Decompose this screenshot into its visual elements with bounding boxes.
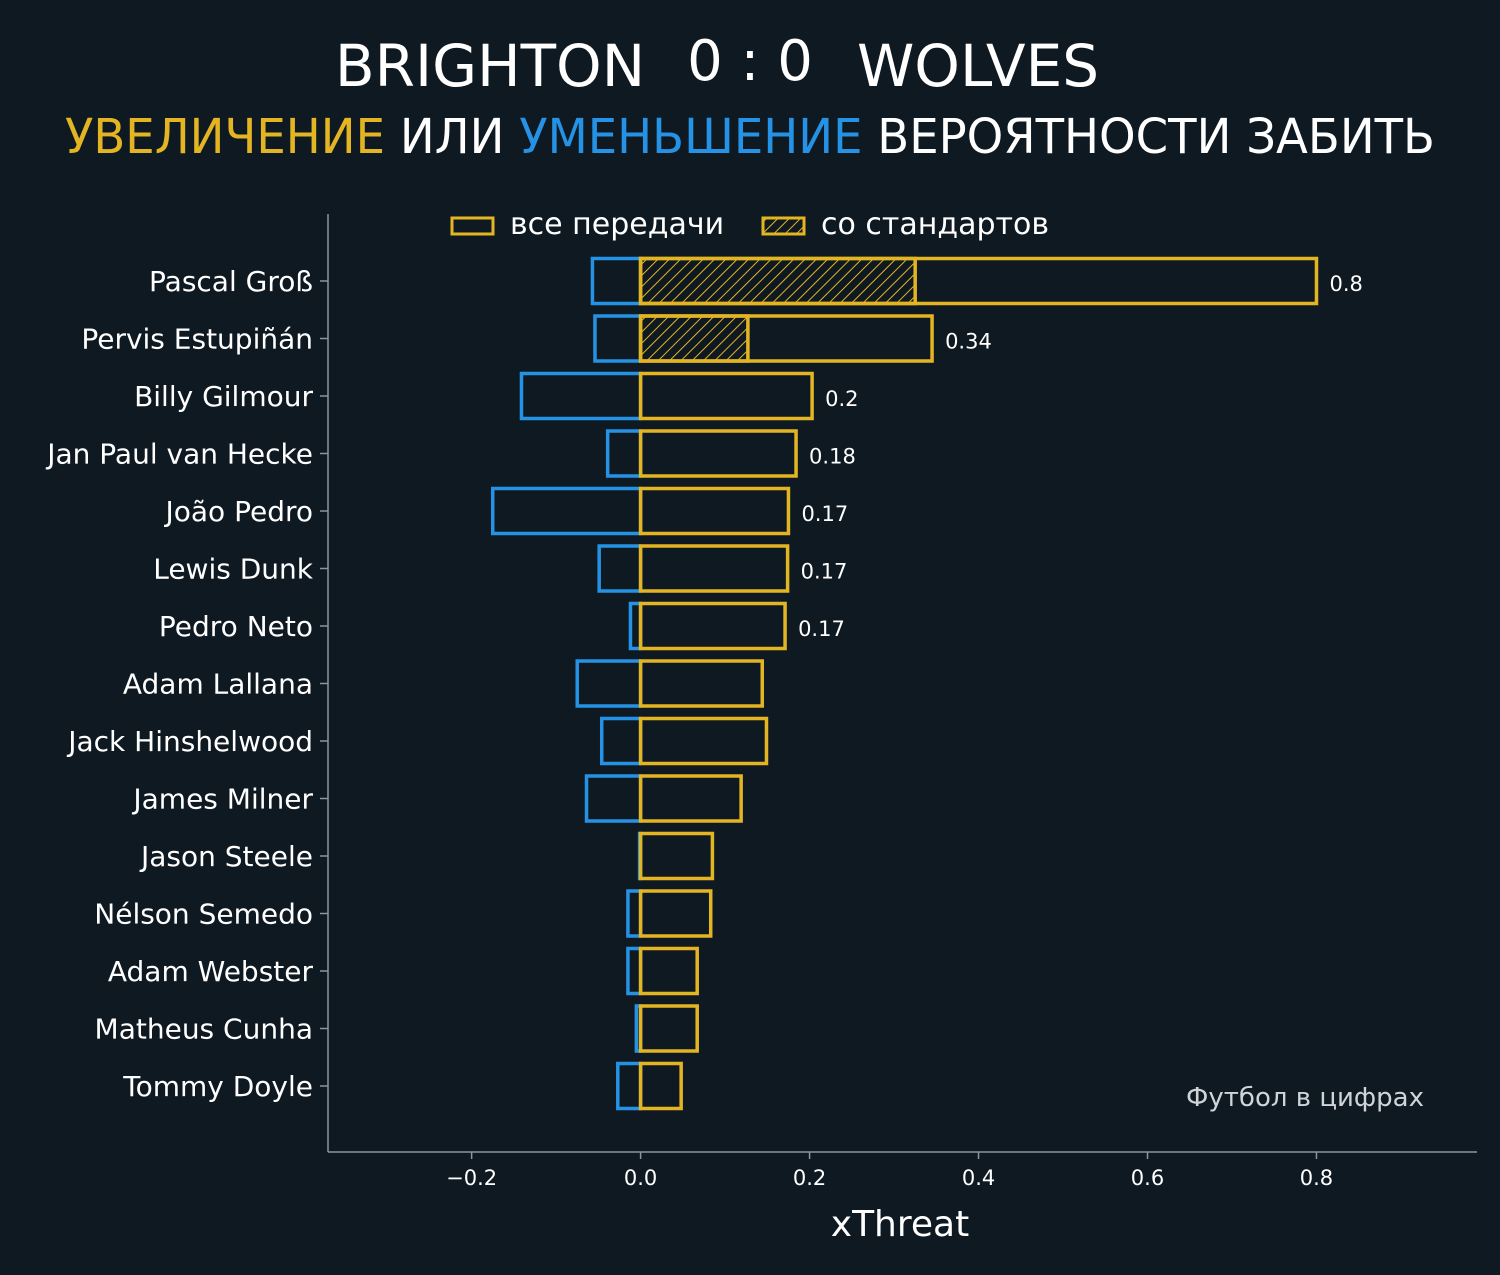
y-tick-label: Adam Webster: [108, 955, 314, 988]
y-tick-label: Nélson Semedo: [94, 898, 313, 931]
data-label: 0.17: [798, 617, 845, 641]
legend-set-pieces-swatch: [761, 216, 806, 236]
bar-positive: [638, 831, 715, 881]
bar-negative: [593, 314, 643, 363]
bar-positive: [638, 256, 1319, 306]
bar-positive: [638, 1061, 683, 1111]
subtitle-increase: УВЕЛИЧЕНИЕ: [65, 109, 385, 165]
bar-negative: [584, 774, 643, 823]
bar-positive: [638, 716, 769, 766]
y-tick-label: Pervis Estupiñán: [81, 323, 313, 356]
y-tick-labels: Pascal Groß Pervis Estupiñán Billy Gilmour…: [45, 265, 328, 1103]
y-tick-label: Jack Hinshelwood: [66, 725, 313, 758]
bar-negative: [599, 716, 643, 766]
score: 0 : 0: [687, 29, 813, 94]
bar-negative: [490, 486, 643, 536]
data-label: 0.8: [1329, 272, 1362, 296]
y-tick-label: Adam Lallana: [123, 668, 313, 701]
bar-negative: [597, 544, 643, 593]
x-tick-label: 0.6: [1131, 1166, 1164, 1190]
data-label: 0.2: [825, 387, 858, 411]
y-tick-label: Tommy Doyle: [122, 1070, 313, 1103]
data-label: 0.17: [801, 560, 848, 584]
legend-all-passes: все передачи: [510, 207, 724, 242]
y-tick-label: Jan Paul van Hecke: [45, 438, 313, 471]
legend-all-passes-swatch: [450, 216, 495, 236]
bar-positive: [638, 429, 798, 478]
bar-positive: [638, 486, 791, 536]
x-tick-label: −0.2: [446, 1166, 497, 1190]
bar-positive: [638, 1004, 699, 1053]
away-team: WOLVES: [857, 32, 1099, 100]
x-tick-label: 0.2: [793, 1166, 826, 1190]
bar-positive: [638, 659, 765, 708]
y-tick-label: João Pedro: [164, 495, 314, 528]
bar-positive: [638, 774, 743, 823]
x-tick-labels: −0.2 0.0 0.2 0.4 0.6 0.8: [446, 1152, 1333, 1190]
legend-set-pieces: со стандартов: [821, 207, 1049, 242]
data-label: 0.17: [801, 502, 848, 526]
bar-positive: [638, 601, 787, 651]
bar-negative: [626, 946, 643, 996]
bar-positive: [638, 371, 814, 421]
bar-positive: [638, 314, 934, 363]
watermark: Футбол в цифрах: [1186, 1083, 1424, 1113]
x-tick-label: 0.8: [1300, 1166, 1333, 1190]
x-tick-label: 0.0: [624, 1166, 657, 1190]
bars-group: [490, 256, 1319, 1111]
y-tick-label: Lewis Dunk: [153, 553, 314, 586]
x-tick-label: 0.4: [962, 1166, 995, 1190]
bar-negative: [575, 659, 643, 708]
y-tick-label: Pascal Groß: [149, 265, 313, 298]
y-tick-label: Matheus Cunha: [95, 1013, 313, 1046]
bar-positive: [638, 889, 713, 938]
bar-set-pieces: [638, 314, 750, 363]
subtitle-decrease: УМЕНЬШЕНИЕ: [519, 109, 862, 165]
subtitle: УВЕЛИЧЕНИЕ ИЛИ УМЕНЬШЕНИЕ ВЕРОЯТНОСТИ ЗА…: [65, 109, 1435, 165]
bar-positive: [638, 544, 790, 593]
bar-negative: [519, 371, 643, 421]
y-tick-label: Billy Gilmour: [134, 380, 313, 413]
x-axis-label: xThreat: [831, 1204, 969, 1245]
y-tick-label: Jason Steele: [139, 840, 313, 873]
y-tick-label: James Milner: [131, 783, 313, 816]
bar-set-pieces: [638, 256, 917, 306]
data-label: 0.34: [945, 330, 992, 354]
bar-positive: [638, 946, 699, 996]
data-label: 0.18: [809, 445, 856, 469]
home-team: BRIGHTON: [335, 32, 645, 100]
subtitle-rest: ВЕРОЯТНОСТИ ЗАБИТЬ: [877, 109, 1435, 165]
bar-negative: [590, 256, 643, 306]
y-tick-label: Pedro Neto: [159, 610, 313, 643]
subtitle-or: ИЛИ: [400, 109, 505, 165]
data-labels: 0.8 0.34 0.2 0.18 0.17 0.17 0.17: [798, 272, 1363, 641]
legend: все передачи со стандартов: [450, 207, 1049, 242]
bar-negative: [616, 1061, 643, 1111]
bar-negative: [626, 889, 643, 938]
bar-negative: [605, 429, 643, 478]
